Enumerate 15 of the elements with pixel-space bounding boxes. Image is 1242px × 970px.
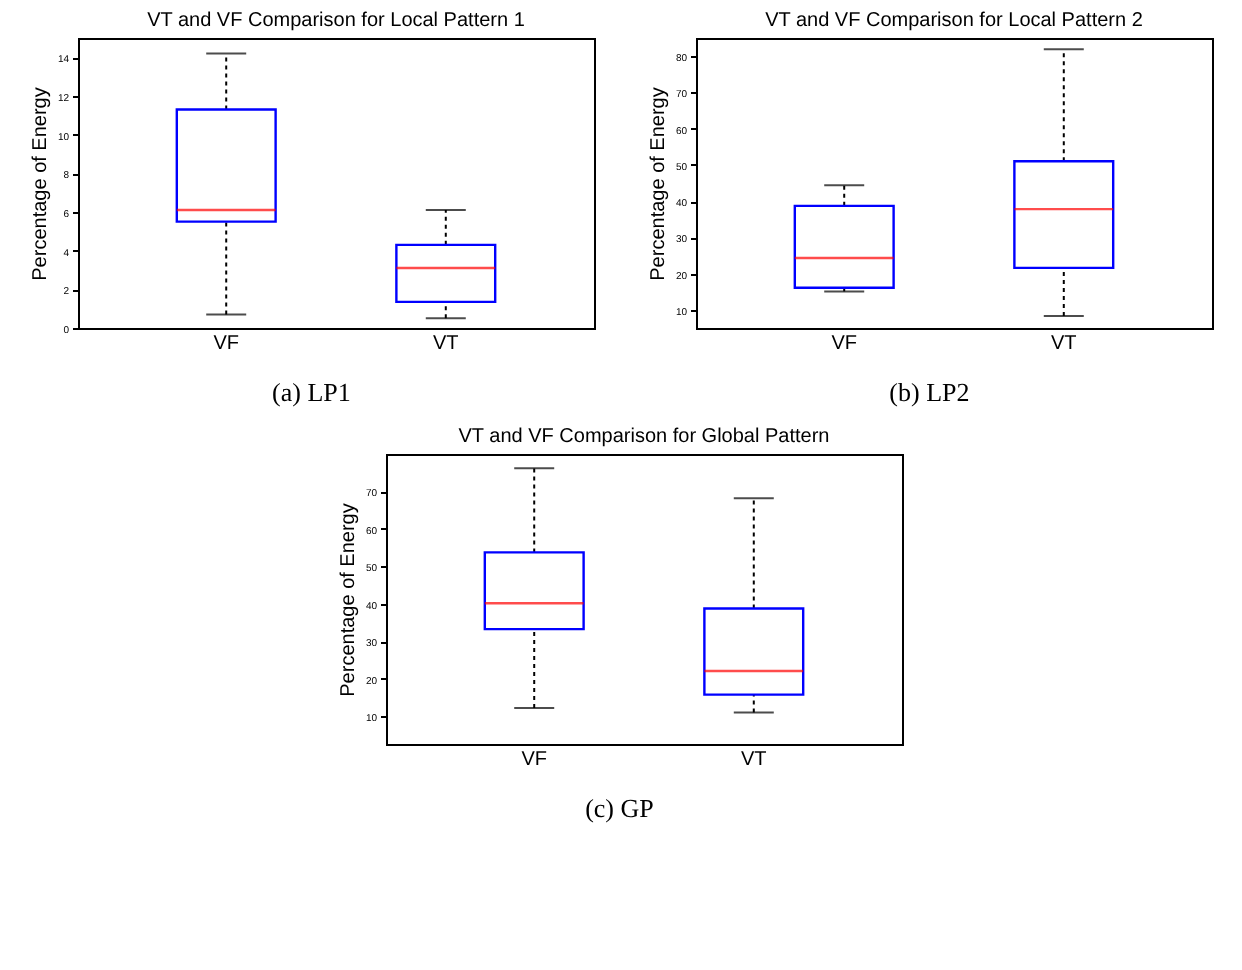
chart-title: VT and VF Comparison for Global Pattern xyxy=(458,426,830,448)
x-tick-label: VF xyxy=(212,333,238,355)
chart-title: VT and VF Comparison for Local Pattern 1 xyxy=(146,10,525,32)
x-tick-label: VF xyxy=(521,749,547,771)
text: (b) LP2 xyxy=(888,377,969,407)
chart-title: VT and VF Comparison for Local Pattern 2 xyxy=(764,10,1143,32)
y-axis-title: Percentage of Energy xyxy=(646,87,669,281)
text: (a) LP1 xyxy=(271,377,350,407)
x-tick-label: VF xyxy=(830,333,856,355)
x-tick-label: VT xyxy=(1050,333,1076,355)
y-axis-title: Percentage of Energy xyxy=(337,503,360,697)
text: (c) GP xyxy=(585,793,654,823)
y-axis-title: Percentage of Energy xyxy=(28,87,51,281)
x-tick-label: VT xyxy=(432,333,458,355)
x-tick-label: VT xyxy=(741,749,767,771)
